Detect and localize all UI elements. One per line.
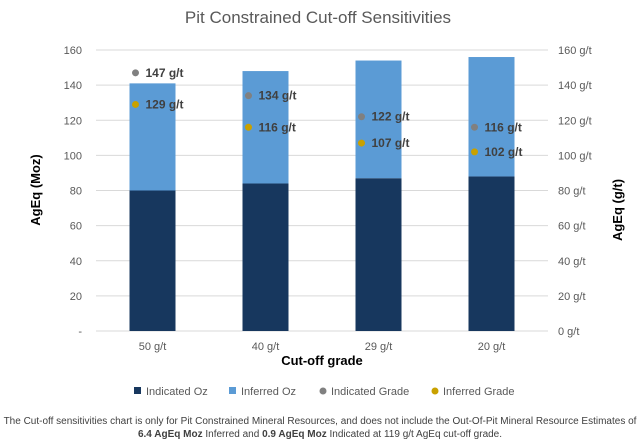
x-axis-label: Cut-off grade [281, 353, 363, 368]
y2-axis-label: AgEq (g/t) [610, 179, 625, 241]
y-axis-ticks: - 20 40 60 80 100 120 140 160 [64, 45, 83, 338]
bar-inferred-oz [468, 57, 515, 177]
point-indicated-grade [358, 113, 365, 121]
chart-title: Pit Constrained Cut-off Sensitivities [185, 8, 451, 27]
y-tick-label: - [78, 326, 82, 338]
y2-tick-label: 100 g/t [558, 150, 592, 162]
y-tick-label: 80 [70, 186, 82, 198]
bar-indicated-oz [468, 176, 515, 331]
y-tick-label: 60 [70, 221, 82, 233]
footnote: The Cut-off sensitivities chart is only … [0, 415, 640, 441]
bar-inferred-oz [129, 83, 176, 191]
y-tick-label: 20 [70, 291, 82, 303]
legend-label-indicated-oz: Indicated Oz [146, 386, 208, 398]
y-tick-label: 40 [70, 256, 82, 268]
point-indicated-grade [471, 123, 478, 131]
y2-tick-label: 160 g/t [558, 45, 592, 57]
footnote-text-1: The Cut-off sensitivities chart is only … [3, 416, 637, 427]
footnote-text-3: Indicated at 119 g/t AgEq cut-off grade. [326, 429, 503, 440]
legend-swatch-inferred-grade [431, 387, 439, 395]
y-tick-label: 140 [64, 80, 82, 92]
x-axis-ticks: 50 g/t 40 g/t 29 g/t 20 g/t [139, 341, 506, 353]
y2-tick-label: 80 g/t [558, 186, 586, 198]
x-tick-label: 50 g/t [139, 341, 167, 353]
point-inferred-grade [132, 100, 139, 108]
y2-tick-label: 0 g/t [558, 326, 579, 338]
y-tick-label: 160 [64, 45, 82, 57]
point-label-indicated-grade: 134 g/t [259, 89, 297, 103]
bars [129, 57, 515, 331]
y2-tick-label: 120 g/t [558, 115, 592, 127]
bar-indicated-oz [129, 190, 176, 331]
point-inferred-grade [245, 123, 252, 131]
legend-swatch-indicated-oz [134, 387, 141, 394]
y2-tick-label: 20 g/t [558, 291, 586, 303]
x-tick-label: 29 g/t [365, 341, 393, 353]
y2-tick-label: 40 g/t [558, 256, 586, 268]
point-label-inferred-grade: 107 g/t [372, 136, 410, 150]
point-label-indicated-grade: 116 g/t [485, 120, 522, 134]
legend-label-indicated-grade: Indicated Grade [331, 386, 409, 398]
y-tick-label: 120 [64, 115, 82, 127]
y2-tick-label: 140 g/t [558, 80, 592, 92]
footnote-text-2: Inferred and [202, 429, 263, 440]
x-tick-label: 40 g/t [252, 341, 280, 353]
bar-indicated-oz [242, 183, 289, 331]
legend: Indicated Oz Inferred Oz Indicated Grade In… [134, 386, 515, 398]
point-indicated-grade [132, 69, 139, 77]
point-inferred-grade [471, 148, 478, 156]
y2-tick-label: 60 g/t [558, 221, 586, 233]
point-label-inferred-grade: 129 g/t [146, 97, 184, 111]
footnote-bold-1: 6.4 AgEq Moz [137, 429, 203, 440]
bar-indicated-oz [355, 178, 402, 331]
point-indicated-grade [245, 92, 252, 100]
legend-swatch-indicated-grade [319, 387, 327, 395]
point-label-inferred-grade: 102 g/t [485, 145, 523, 159]
legend-label-inferred-grade: Inferred Grade [443, 386, 515, 398]
y-axis-label: AgEq (Moz) [28, 154, 43, 225]
point-inferred-grade [358, 139, 365, 147]
y-tick-label: 100 [64, 150, 82, 162]
grade-points: 147 g/t 134 g/t 122 g/t 116 g/t 129 g/t 116 g… [132, 66, 523, 159]
chart: Pit Constrained Cut-off Sensitivities - 2… [28, 8, 625, 398]
point-label-indicated-grade: 147 g/t [146, 66, 184, 80]
point-label-indicated-grade: 122 g/t [372, 110, 410, 124]
footnote-bold-2: 0.9 AgEq Moz [262, 429, 327, 440]
legend-label-inferred-oz: Inferred Oz [241, 386, 296, 398]
point-label-inferred-grade: 116 g/t [259, 120, 296, 134]
x-tick-label: 20 g/t [478, 341, 506, 353]
y2-axis-ticks: 0 g/t 20 g/t 40 g/t 60 g/t 80 g/t 100 g/t 120 … [558, 45, 592, 338]
legend-swatch-inferred-oz [229, 387, 236, 394]
